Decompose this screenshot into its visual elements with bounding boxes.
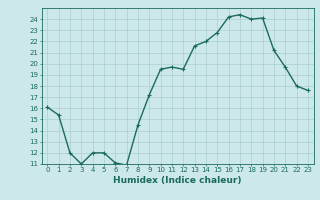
X-axis label: Humidex (Indice chaleur): Humidex (Indice chaleur): [113, 176, 242, 185]
